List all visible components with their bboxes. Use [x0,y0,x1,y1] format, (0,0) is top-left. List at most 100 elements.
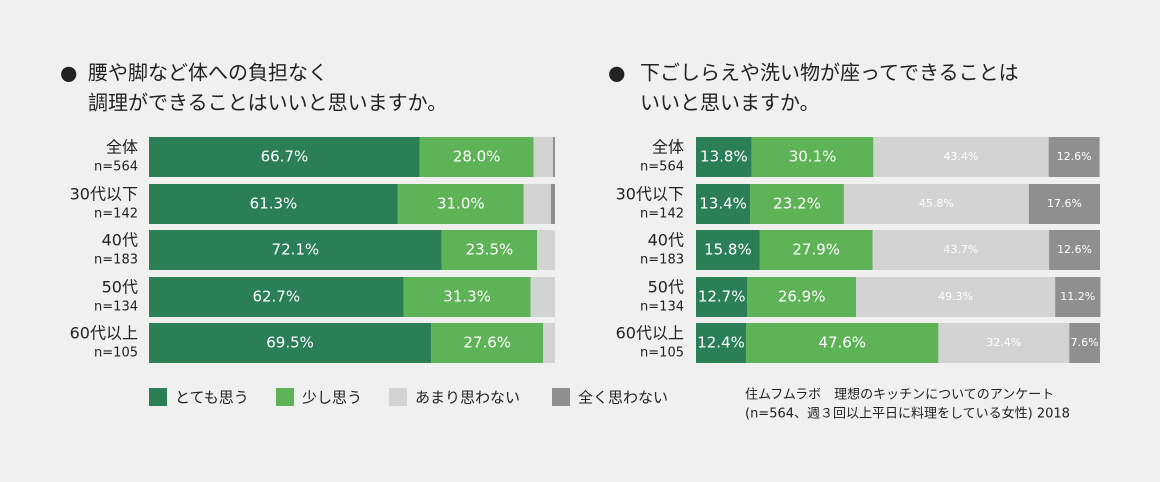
chart-title: 調理ができることはいいと思いますか。 [88,91,447,115]
legend-swatch [389,388,407,406]
bar-segment [397,184,524,224]
sample-size: n=142 [94,207,138,222]
value-label: 17.6% [1047,197,1082,210]
chart-title: 腰や脚など体への負担なく [88,61,328,85]
legend-swatch [552,388,570,406]
value-label: 72.1% [272,241,320,259]
sample-size: n=183 [640,253,684,268]
value-label: 27.9% [792,241,840,259]
bar-segment [431,323,544,363]
bar-segment [1048,137,1100,177]
bar-segment [149,137,420,177]
legend-label: とても思う [175,389,249,407]
bar-segment [872,230,1050,270]
legend-label: 全く思わない [578,389,668,407]
sample-size: n=564 [94,160,138,175]
value-label: 23.5% [466,241,514,259]
category-label: 全体 [652,138,684,157]
value-label: 31.3% [443,288,491,306]
value-label: 45.8% [919,197,954,210]
bar-segment [552,137,555,177]
bar-segment [746,323,939,363]
value-label: 62.7% [252,288,300,306]
category-label: 全体 [106,138,138,157]
bar-segment [696,230,760,270]
sample-size: n=105 [94,346,138,361]
bar-segment [696,184,751,224]
bar-segment [533,137,553,177]
value-label: 23.2% [773,195,821,213]
chart-title: 下ごしらえや洗い物が座ってできることは [640,61,1019,85]
value-label: 26.9% [778,288,826,306]
bar-segment [747,277,856,317]
bar-segment [419,137,534,177]
bar-segment [1049,230,1100,270]
category-label: 30代以下 [70,185,138,204]
sample-size: n=564 [640,160,684,175]
value-label: 27.6% [463,334,511,352]
source-note: 住ムフムラボ 理想のキッチンについてのアンケート [745,387,1054,403]
chart-title: いいと思いますか。 [640,91,820,115]
value-label: 15.8% [704,241,752,259]
bar-segment [759,230,873,270]
value-label: 11.2% [1060,290,1095,303]
value-label: 13.4% [699,195,747,213]
value-label: 7.6% [1071,336,1099,349]
category-label: 50代 [102,278,138,297]
bullet: ● [60,61,77,85]
value-label: 30.1% [789,148,837,166]
value-label: 12.4% [697,334,745,352]
bullet: ● [608,61,625,85]
category-label: 50代 [648,278,684,297]
value-label: 66.7% [261,148,309,166]
value-label: 49.3% [938,290,973,303]
value-label: 12.6% [1057,150,1092,163]
value-label: 32.4% [986,336,1021,349]
bar-segment [523,184,551,224]
bar-segment [149,277,404,317]
bar-segment [938,323,1070,363]
category-label: 60代以上 [70,324,138,343]
bar-segment [751,137,874,177]
category-label: 30代以下 [616,185,684,204]
bar-segment [1069,323,1100,363]
legend-label: あまり思わない [415,389,520,407]
category-label: 60代以上 [616,324,684,343]
bar-segment [1028,184,1100,224]
value-label: 61.3% [250,195,298,213]
bar-segment [1055,277,1101,317]
bar-segment [530,277,555,317]
bar-segment [696,277,748,317]
bar-segment [543,323,555,363]
bar-segment [696,137,752,177]
value-label: 43.7% [943,243,978,256]
bar-segment [537,230,555,270]
sample-size: n=134 [94,300,138,315]
bar-segment [696,323,747,363]
sample-size: n=183 [94,253,138,268]
bar-segment [855,277,1056,317]
bar-segment [149,184,398,224]
bar-segment [873,137,1049,177]
value-label: 43.4% [944,150,979,163]
legend-swatch [149,388,167,406]
category-label: 40代 [648,231,684,250]
value-label: 28.0% [453,148,501,166]
value-label: 69.5% [266,334,314,352]
bar-segment [403,277,531,317]
value-label: 31.0% [437,195,485,213]
bar-segment [149,323,432,363]
value-label: 13.8% [700,148,748,166]
bar-segment [843,184,1029,224]
bar-segment [441,230,538,270]
bar-segment [550,184,555,224]
value-label: 12.7% [698,288,746,306]
sample-size: n=105 [640,346,684,361]
value-label: 47.6% [818,334,866,352]
sample-size: n=142 [640,207,684,222]
value-label: 12.6% [1057,243,1092,256]
sample-size: n=134 [640,300,684,315]
legend-label: 少し思う [302,389,362,407]
bar-segment [149,230,442,270]
